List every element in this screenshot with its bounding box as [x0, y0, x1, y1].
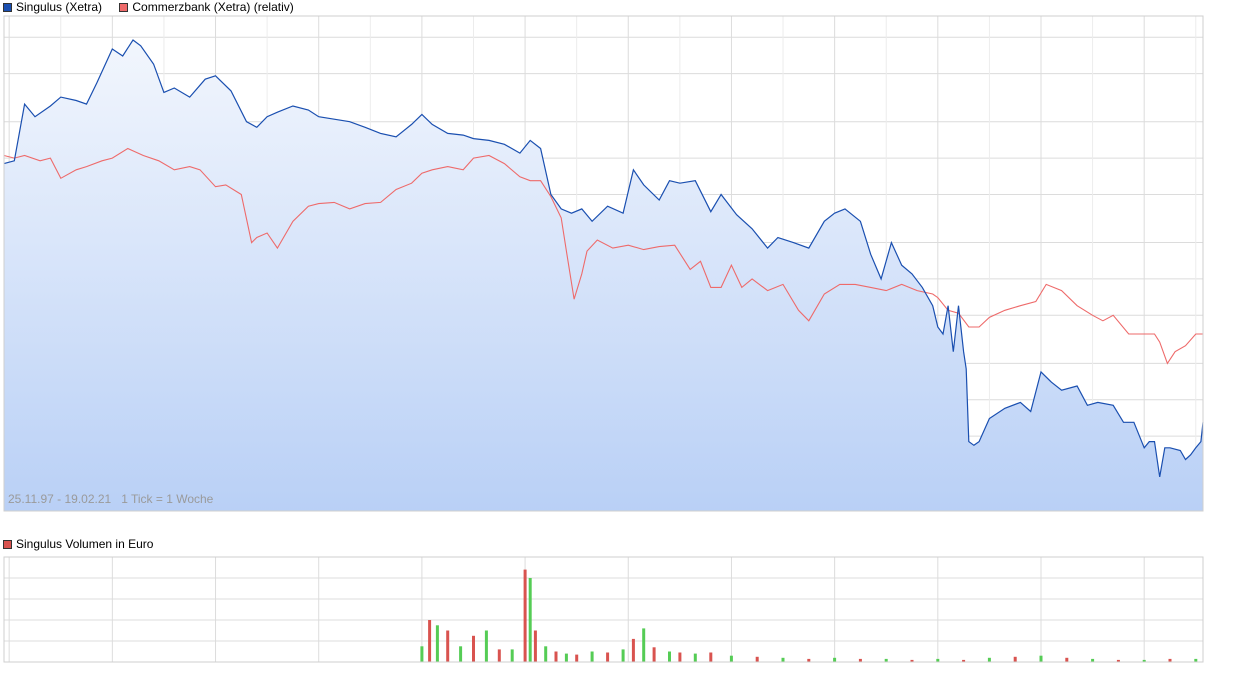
volume-bar — [606, 652, 610, 662]
commerzbank-line — [3, 147, 1203, 365]
legend-item-commerzbank[interactable]: Commerzbank (Xetra) (relativ) — [119, 0, 294, 14]
volume-bar — [523, 569, 527, 662]
volume-bar — [428, 620, 432, 662]
legend-swatch-singulus — [3, 2, 12, 12]
volume-bar — [668, 651, 671, 662]
volume-bar — [962, 659, 966, 662]
main-legend: Singulus (Xetra) Commerzbank (Xetra) (re… — [3, 0, 308, 15]
volume-bar — [544, 646, 548, 663]
legend-item-volume[interactable]: Singulus Volumen in Euro — [3, 537, 153, 551]
volume-bar — [693, 653, 697, 662]
volume-bar — [910, 659, 914, 662]
singulus-area-fill — [4, 40, 1203, 511]
volume-bar — [510, 649, 514, 662]
volume-bar — [652, 647, 656, 662]
volume-bar — [678, 652, 682, 662]
volume-bar — [575, 654, 579, 662]
legend-label-volume: Singulus Volumen in Euro — [16, 537, 154, 551]
legend-item-singulus[interactable]: Singulus (Xetra) — [3, 0, 102, 14]
volume-bar — [554, 651, 558, 662]
volume-bar — [472, 635, 475, 663]
volume-bar — [1091, 658, 1095, 662]
volume-bar — [1013, 656, 1017, 663]
volume-bar — [642, 628, 646, 662]
volume-plot-frame — [3, 556, 1204, 663]
volume-bar — [987, 657, 991, 662]
volume-bar — [1168, 658, 1172, 662]
legend-swatch-volume — [3, 539, 12, 549]
volume-bar — [884, 658, 888, 662]
volume-bar — [459, 646, 463, 663]
volume-bar — [590, 651, 594, 662]
volume-bar — [435, 625, 439, 663]
volume-bar — [528, 578, 532, 662]
volume-bar — [446, 630, 450, 662]
volume-bar — [1194, 658, 1198, 662]
volume-bar — [497, 649, 501, 662]
volume-bar — [781, 657, 785, 662]
volume-bar — [709, 652, 713, 662]
volume-bar — [1039, 655, 1043, 662]
volume-bar — [729, 655, 733, 662]
volume-bar — [631, 638, 635, 662]
volume-legend: Singulus Volumen in Euro — [3, 537, 167, 552]
legend-label-commerzbank: Commerzbank (Xetra) (relativ) — [132, 0, 294, 14]
volume-bar — [1116, 659, 1120, 662]
volume-bar — [621, 649, 625, 662]
volume-bar — [484, 630, 488, 662]
volume-bar — [936, 658, 940, 662]
singulus-line — [3, 39, 1204, 478]
volume-grid — [4, 556, 1203, 663]
volume-bar — [755, 656, 759, 663]
date-range-note: 25.11.97 - 19.02.21 1 Tick = 1 Woche — [8, 492, 214, 506]
volume-bar — [1142, 659, 1146, 662]
main-plot-frame — [3, 15, 1204, 512]
volume-bar — [533, 630, 537, 662]
volume-bar — [1065, 657, 1069, 662]
volume-bars — [420, 569, 1198, 663]
legend-swatch-commerzbank — [119, 2, 129, 12]
legend-label-singulus: Singulus (Xetra) — [16, 0, 103, 14]
volume-bar — [833, 657, 837, 662]
volume-bar — [858, 658, 862, 662]
volume-bar — [564, 653, 568, 662]
volume-bar — [807, 658, 811, 662]
volume-bar — [420, 646, 424, 663]
